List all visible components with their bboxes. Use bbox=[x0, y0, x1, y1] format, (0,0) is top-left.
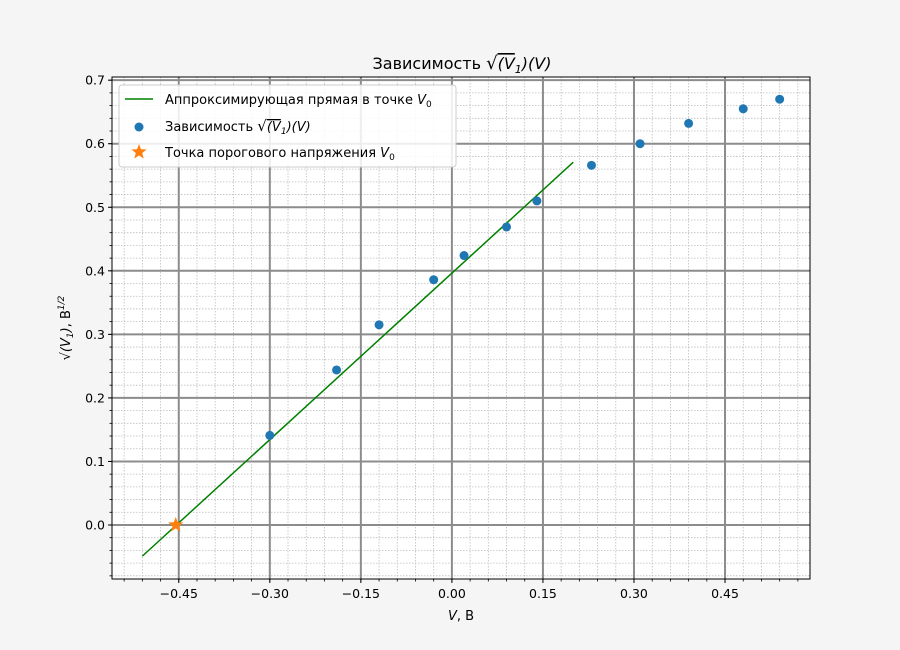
x-tick-label: −0.45 bbox=[160, 586, 198, 601]
y-tick-label: 0.2 bbox=[85, 390, 105, 405]
ticks: −0.45 −0.30 −0.15 0.00 0.15 0.30 0.45 0.0 0.1 0.2… bbox=[85, 73, 799, 601]
legend-scatter-label: Зависимость √(V1)(V) bbox=[165, 117, 311, 137]
legend-line-label: Аппроксимирующая прямая в точке V0 bbox=[165, 93, 432, 110]
data-point bbox=[265, 430, 275, 440]
data-point bbox=[586, 160, 596, 170]
legend-star-swatch bbox=[131, 144, 147, 159]
y-tick-label: 0.7 bbox=[85, 73, 105, 88]
data-point bbox=[459, 251, 469, 261]
y-tick-label: 0.3 bbox=[85, 327, 105, 342]
y-axis-label: √(V1), В1/2 bbox=[57, 295, 76, 360]
x-tick-label: 0.45 bbox=[711, 586, 739, 601]
series-layer bbox=[141, 94, 785, 557]
x-tick-label: 0.00 bbox=[438, 586, 466, 601]
x-tick-label: 0.30 bbox=[620, 586, 648, 601]
data-point bbox=[738, 104, 748, 114]
data-point bbox=[684, 118, 694, 128]
y-tick-label: 0.0 bbox=[85, 517, 105, 532]
threshold-star-marker bbox=[168, 516, 184, 532]
data-point bbox=[502, 222, 512, 232]
y-tick-label: 0.6 bbox=[85, 136, 105, 151]
y-tick-label: 0.4 bbox=[85, 263, 105, 278]
x-axis-label: V, В bbox=[448, 609, 474, 624]
data-point bbox=[775, 94, 785, 104]
x-tick-label: −0.30 bbox=[251, 586, 289, 601]
chart-title: Зависимость √(V1)(V) bbox=[373, 53, 552, 76]
data-point bbox=[429, 275, 439, 285]
legend: Аппроксимирующая прямая в точке V0 Завис… bbox=[118, 84, 457, 168]
data-point bbox=[532, 196, 542, 206]
data-point bbox=[635, 139, 645, 149]
y-tick-label: 0.1 bbox=[85, 454, 105, 469]
x-tick-label: 0.15 bbox=[529, 586, 557, 601]
axes-frame bbox=[111, 76, 811, 580]
legend-scatter-swatch bbox=[134, 122, 144, 132]
legend-star-label: Точка порогового напряжения V0 bbox=[164, 146, 395, 163]
legend-box bbox=[118, 84, 457, 168]
data-point bbox=[332, 365, 342, 375]
fit-line bbox=[141, 161, 574, 557]
data-point bbox=[374, 320, 384, 330]
x-tick-label: −0.15 bbox=[342, 586, 380, 601]
y-tick-label: 0.5 bbox=[85, 200, 105, 215]
